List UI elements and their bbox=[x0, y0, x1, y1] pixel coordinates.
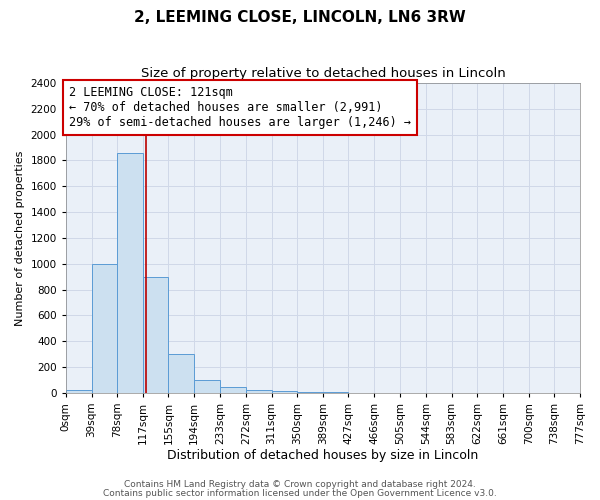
Bar bbox=[220, 387, 246, 393]
Title: Size of property relative to detached houses in Lincoln: Size of property relative to detached ho… bbox=[140, 68, 505, 80]
Bar bbox=[194, 380, 220, 393]
Bar bbox=[92, 264, 118, 393]
Y-axis label: Number of detached properties: Number of detached properties bbox=[15, 150, 25, 326]
Bar bbox=[66, 390, 92, 393]
Bar bbox=[246, 390, 272, 393]
Bar bbox=[169, 354, 194, 393]
Text: Contains public sector information licensed under the Open Government Licence v3: Contains public sector information licen… bbox=[103, 488, 497, 498]
Bar bbox=[272, 391, 298, 393]
X-axis label: Distribution of detached houses by size in Lincoln: Distribution of detached houses by size … bbox=[167, 450, 479, 462]
Text: 2 LEEMING CLOSE: 121sqm
← 70% of detached houses are smaller (2,991)
29% of semi: 2 LEEMING CLOSE: 121sqm ← 70% of detache… bbox=[69, 86, 411, 128]
Bar bbox=[323, 392, 349, 393]
Bar bbox=[118, 152, 143, 393]
Bar bbox=[143, 276, 169, 393]
Text: Contains HM Land Registry data © Crown copyright and database right 2024.: Contains HM Land Registry data © Crown c… bbox=[124, 480, 476, 489]
Bar bbox=[298, 392, 323, 393]
Text: 2, LEEMING CLOSE, LINCOLN, LN6 3RW: 2, LEEMING CLOSE, LINCOLN, LN6 3RW bbox=[134, 10, 466, 25]
